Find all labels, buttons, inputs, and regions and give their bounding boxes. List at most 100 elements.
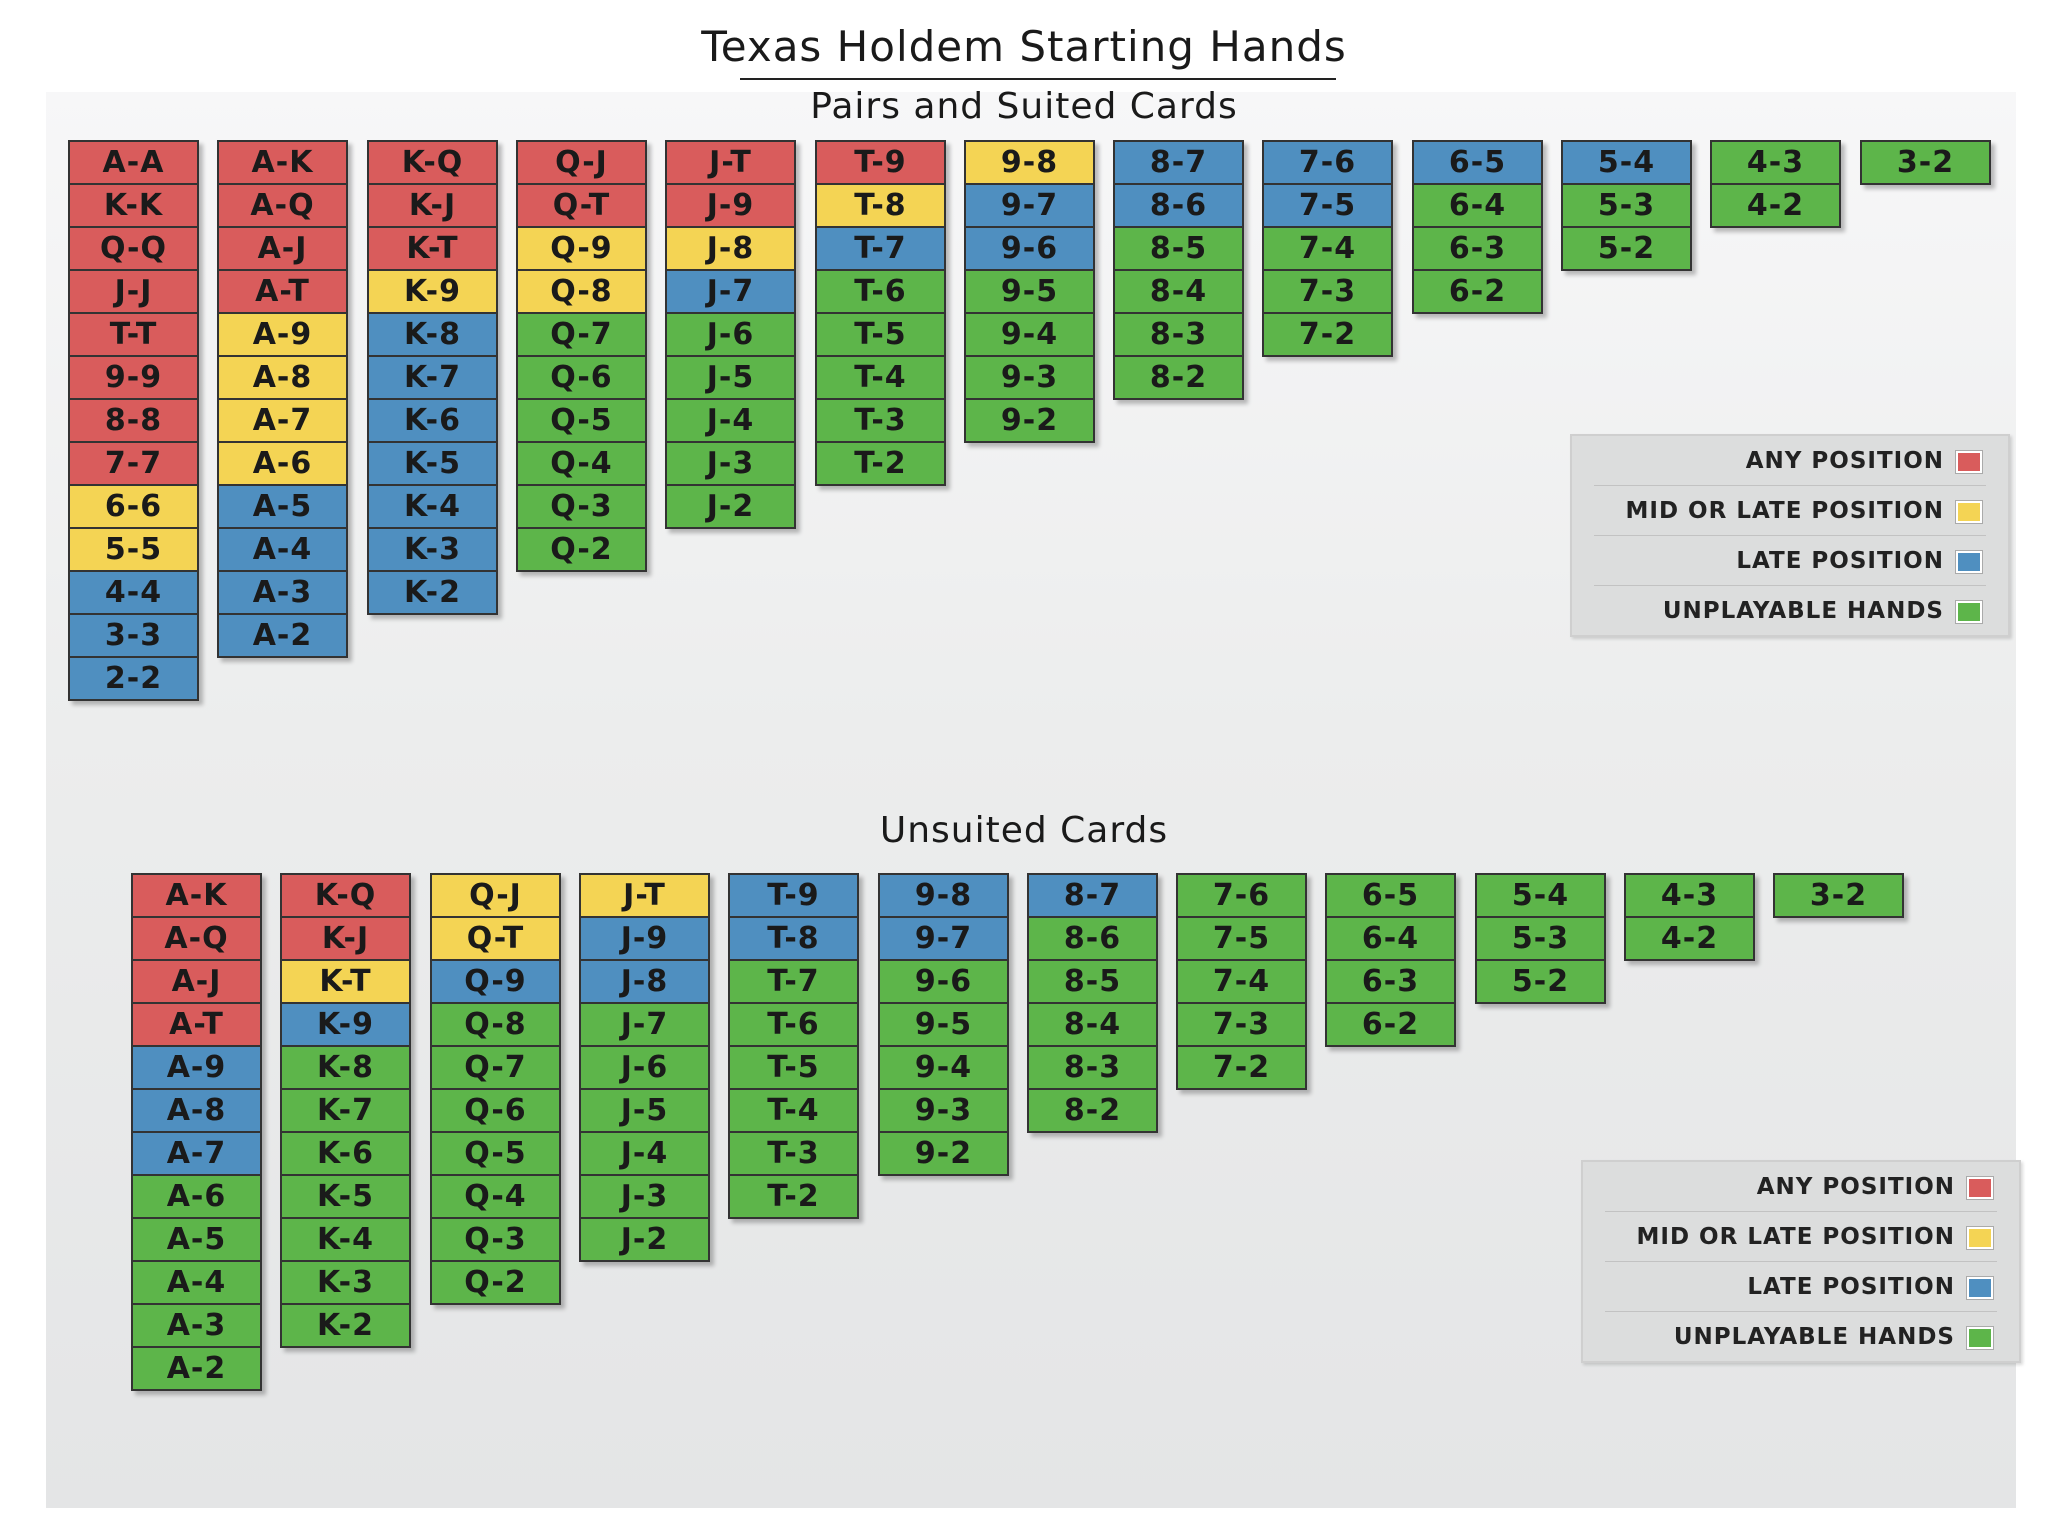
legend-label: MID OR LATE POSITION [1636,1224,1955,1250]
hand-cell: A-7 [131,1131,262,1176]
hand-cell: J-J [68,269,199,314]
hand-cell: A-Q [217,183,348,228]
hand-cell: Q-7 [430,1045,561,1090]
hand-cell: J-4 [665,398,796,443]
hand-cell: Q-T [430,916,561,961]
hand-cell: 4-3 [1710,140,1841,185]
hand-cell: A-8 [131,1088,262,1133]
hand-cell: K-Q [367,140,498,185]
hand-cell: 5-3 [1475,916,1606,961]
hand-cell: J-T [665,140,796,185]
hand-cell: Q-J [516,140,647,185]
legend-swatch-mid [1956,501,1982,523]
hand-cell: Q-Q [68,226,199,271]
legend-label: UNPLAYABLE HANDS [1662,598,1944,624]
hand-cell: Q-J [430,873,561,918]
hand-cell: K-3 [367,527,498,572]
hand-cell: A-J [131,959,262,1004]
hand-cell: J-8 [665,226,796,271]
hand-cell: 9-4 [878,1045,1009,1090]
hand-cell: A-9 [217,312,348,357]
legend-item-late: LATE POSITION [1605,1262,1997,1312]
unsuited-column-0: A-K A-Q A-J A-T A-9 A-8 A-7 A-6 A-5 A-4 A-3 A-2 [131,873,262,1391]
legend-suited: ANY POSITION MID OR LATE POSITION LATE POS… [1570,434,2010,637]
hand-cell: A-9 [131,1045,262,1090]
hand-cell: J-T [579,873,710,918]
hand-cell: J-7 [665,269,796,314]
hand-cell: K-6 [280,1131,411,1176]
hand-cell: 7-2 [1262,312,1393,357]
hand-cell: 5-4 [1561,140,1692,185]
hand-cell: 9-6 [964,226,1095,271]
hand-cell: J-3 [579,1174,710,1219]
hand-cell: A-6 [217,441,348,486]
hand-cell: 8-7 [1113,140,1244,185]
hand-cell: 9-7 [964,183,1095,228]
hand-cell: 6-4 [1412,183,1543,228]
unsuited-column-6: 8-7 8-6 8-5 8-4 8-3 8-2 [1027,873,1158,1133]
unsuited-column-3: J-T J-9 J-8 J-7 J-6 J-5 J-4 J-3 J-2 [579,873,710,1262]
hand-cell: Q-9 [430,959,561,1004]
hand-cell: T-7 [728,959,859,1004]
hand-cell: Q-4 [430,1174,561,1219]
hand-cell: A-T [217,269,348,314]
hand-cell: 9-6 [878,959,1009,1004]
hand-cell: K-2 [280,1303,411,1348]
hand-cell: Q-7 [516,312,647,357]
legend-swatch-any [1967,1177,1993,1199]
hand-cell: J-9 [665,183,796,228]
hand-cell: T-6 [815,269,946,314]
hand-cell: J-4 [579,1131,710,1176]
hand-cell: A-5 [217,484,348,529]
hand-cell: 8-6 [1113,183,1244,228]
suited-column-11: 4-3 4-2 [1710,140,1841,228]
hand-cell: J-6 [665,312,796,357]
hand-cell: K-7 [280,1088,411,1133]
suited-column-1: A-K A-Q A-J A-T A-9 A-8 A-7 A-6 A-5 A-4 A-3 A-2 [217,140,348,658]
hand-cell: 5-4 [1475,873,1606,918]
hand-cell: A-5 [131,1217,262,1262]
hand-cell: K-K [68,183,199,228]
hand-cell: T-4 [728,1088,859,1133]
legend-swatch-late [1956,551,1982,573]
hand-cell: 5-5 [68,527,199,572]
hand-cell: 5-3 [1561,183,1692,228]
hand-cell: J-9 [579,916,710,961]
hand-cell: 8-7 [1027,873,1158,918]
hand-cell: T-8 [815,183,946,228]
legend-item-unplayable: UNPLAYABLE HANDS [1594,586,1986,635]
hand-cell: A-J [217,226,348,271]
hand-cell: A-7 [217,398,348,443]
legend-swatch-unplayable [1956,601,1982,623]
hand-cell: Q-T [516,183,647,228]
section-title-suited: Pairs and Suited Cards [810,86,1238,127]
hand-cell: T-3 [728,1131,859,1176]
unsuited-column-11: 3-2 [1773,873,1904,918]
hand-cell: 8-6 [1027,916,1158,961]
suited-column-3: Q-J Q-T Q-9 Q-8 Q-7 Q-6 Q-5 Q-4 Q-3 Q-2 [516,140,647,572]
hand-cell: 9-2 [964,398,1095,443]
hand-cell: A-3 [131,1303,262,1348]
hand-cell: K-5 [280,1174,411,1219]
hand-cell: K-T [280,959,411,1004]
hand-cell: T-T [68,312,199,357]
hand-cell: 9-5 [964,269,1095,314]
hand-cell: Q-6 [430,1088,561,1133]
hand-cell: T-4 [815,355,946,400]
hand-cell: K-8 [280,1045,411,1090]
hand-cell: K-2 [367,570,498,615]
hand-cell: Q-8 [516,269,647,314]
hand-cell: Q-5 [430,1131,561,1176]
hand-cell: J-2 [665,484,796,529]
hand-cell: 9-8 [878,873,1009,918]
hand-cell: A-3 [217,570,348,615]
hand-cell: 9-9 [68,355,199,400]
hand-cell: 8-5 [1027,959,1158,1004]
hand-cell: 7-5 [1176,916,1307,961]
legend-label: LATE POSITION [1747,1274,1955,1300]
suited-column-7: 8-7 8-6 8-5 8-4 8-3 8-2 [1113,140,1244,400]
hand-cell: Q-4 [516,441,647,486]
hand-cell: 7-3 [1262,269,1393,314]
hand-cell: 3-2 [1773,873,1904,918]
hand-cell: Q-3 [430,1217,561,1262]
